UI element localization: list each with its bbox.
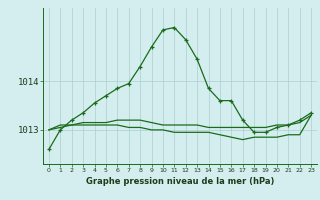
X-axis label: Graphe pression niveau de la mer (hPa): Graphe pression niveau de la mer (hPa) [86, 177, 274, 186]
